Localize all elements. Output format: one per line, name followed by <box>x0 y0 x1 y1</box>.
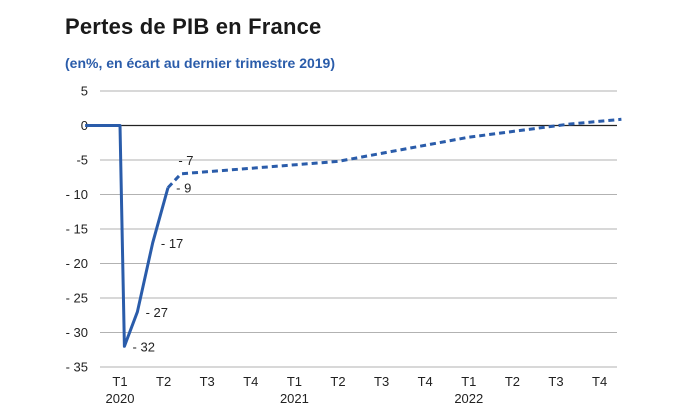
chart-title: Pertes de PIB en France <box>65 14 322 39</box>
y-tick-label: - 30 <box>66 325 88 340</box>
x-tick-label: T2 <box>156 374 171 389</box>
x-tick-label: T3 <box>548 374 563 389</box>
x-year-label: 2021 <box>280 391 309 406</box>
data-label: - 9 <box>176 181 191 196</box>
x-tick-label: T4 <box>592 374 607 389</box>
y-tick-label: - 35 <box>66 360 88 375</box>
chart-subtitle: (en%, en écart au dernier trimestre 2019… <box>65 55 336 71</box>
grid-layer <box>100 90 617 368</box>
y-tick-label: - 25 <box>66 291 88 306</box>
y-tick-label: 5 <box>81 84 88 99</box>
x-year-label: 2020 <box>106 391 135 406</box>
x-axis-ticks: T1 2020 T2 T3 T4 T1 2021 T2 T3 T4 T1 2022 T2 T3 T4 <box>106 374 608 406</box>
y-tick-label: - 10 <box>66 187 88 202</box>
data-label: - 17 <box>161 236 183 251</box>
y-tick-label: 0 <box>81 118 88 133</box>
x-tick-label: T2 <box>330 374 345 389</box>
x-tick-label: T4 <box>418 374 433 389</box>
x-tick-label: T3 <box>200 374 215 389</box>
data-label: - 32 <box>133 339 155 354</box>
x-tick-label: T1 <box>461 374 476 389</box>
y-tick-label: - 15 <box>66 222 88 237</box>
x-tick-label: T1 <box>112 374 127 389</box>
y-tick-label: - 20 <box>66 256 88 271</box>
forecast-line <box>166 117 622 189</box>
y-axis-ticks: 5 0 -5 - 10 - 15 - 20 - 25 - 30 - 35 <box>66 84 88 375</box>
series-layer <box>85 117 622 348</box>
y-tick-label: -5 <box>76 153 88 168</box>
x-tick-label: T3 <box>374 374 389 389</box>
x-tick-label: T4 <box>243 374 258 389</box>
annotations-layer: - 32 - 27 - 17 - 9 - 7 <box>133 153 194 354</box>
data-label: - 7 <box>178 153 193 168</box>
x-year-label: 2022 <box>454 391 483 406</box>
x-tick-label: T1 <box>287 374 302 389</box>
observed-line <box>85 124 170 348</box>
data-label: - 27 <box>146 305 168 320</box>
x-tick-label: T2 <box>505 374 520 389</box>
